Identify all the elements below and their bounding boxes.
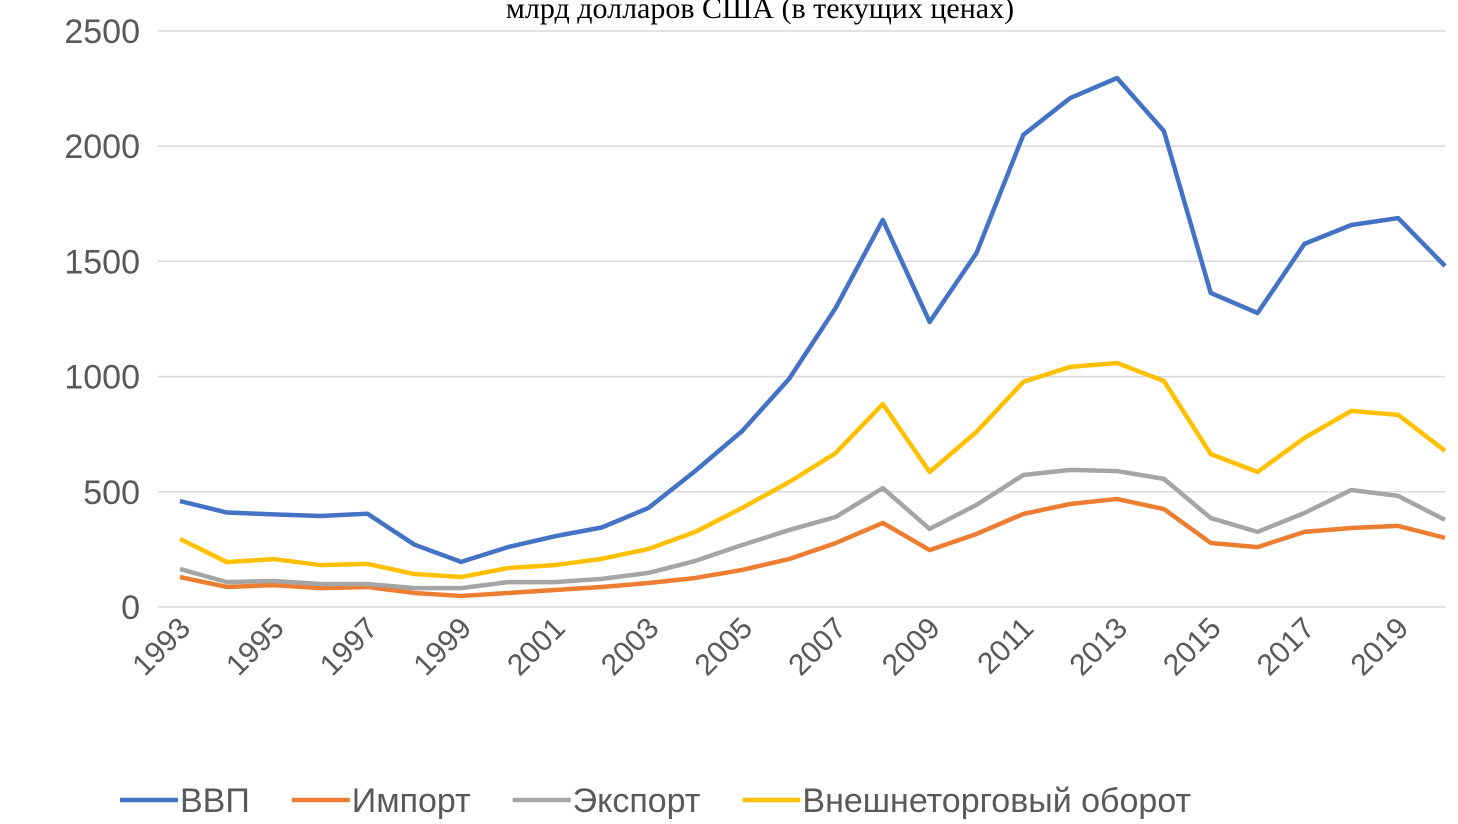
y-tick-label: 500 [83, 474, 140, 512]
series-line [179, 360, 1447, 580]
series-line [179, 467, 1447, 591]
chart-title: млрд долларов США (в текущих ценах) [506, 0, 1014, 25]
legend-label: ВВП [180, 782, 250, 820]
x-tick-label: 2011 [971, 612, 1040, 681]
series-line [179, 75, 1447, 565]
x-tick-label: 2015 [1157, 612, 1228, 683]
x-tick-label: 2009 [876, 612, 947, 683]
x-tick-label: 2005 [689, 612, 760, 683]
legend-label: Экспорт [573, 782, 701, 820]
x-tick-label: 2007 [782, 612, 853, 683]
x-tick-label: 1999 [408, 612, 479, 683]
y-tick-label: 2000 [64, 128, 140, 166]
x-tick-label: 1997 [314, 612, 385, 683]
y-tick-label: 0 [121, 589, 140, 627]
x-tick-label: 2001 [501, 612, 572, 683]
legend-label: Импорт [352, 782, 471, 820]
x-tick-label: 2003 [595, 612, 666, 683]
x-tick-label: 2019 [1345, 612, 1416, 683]
y-tick-label: 2500 [64, 13, 140, 51]
series-line [179, 496, 1446, 599]
y-tick-label: 1500 [64, 243, 140, 281]
x-tick-label: 2013 [1063, 612, 1134, 683]
x-tick-label: 2017 [1251, 612, 1322, 683]
legend-label: Внешнеторговый оборот [802, 782, 1191, 820]
x-tick-label: 1995 [220, 612, 291, 683]
y-tick-label: 1000 [64, 359, 140, 397]
